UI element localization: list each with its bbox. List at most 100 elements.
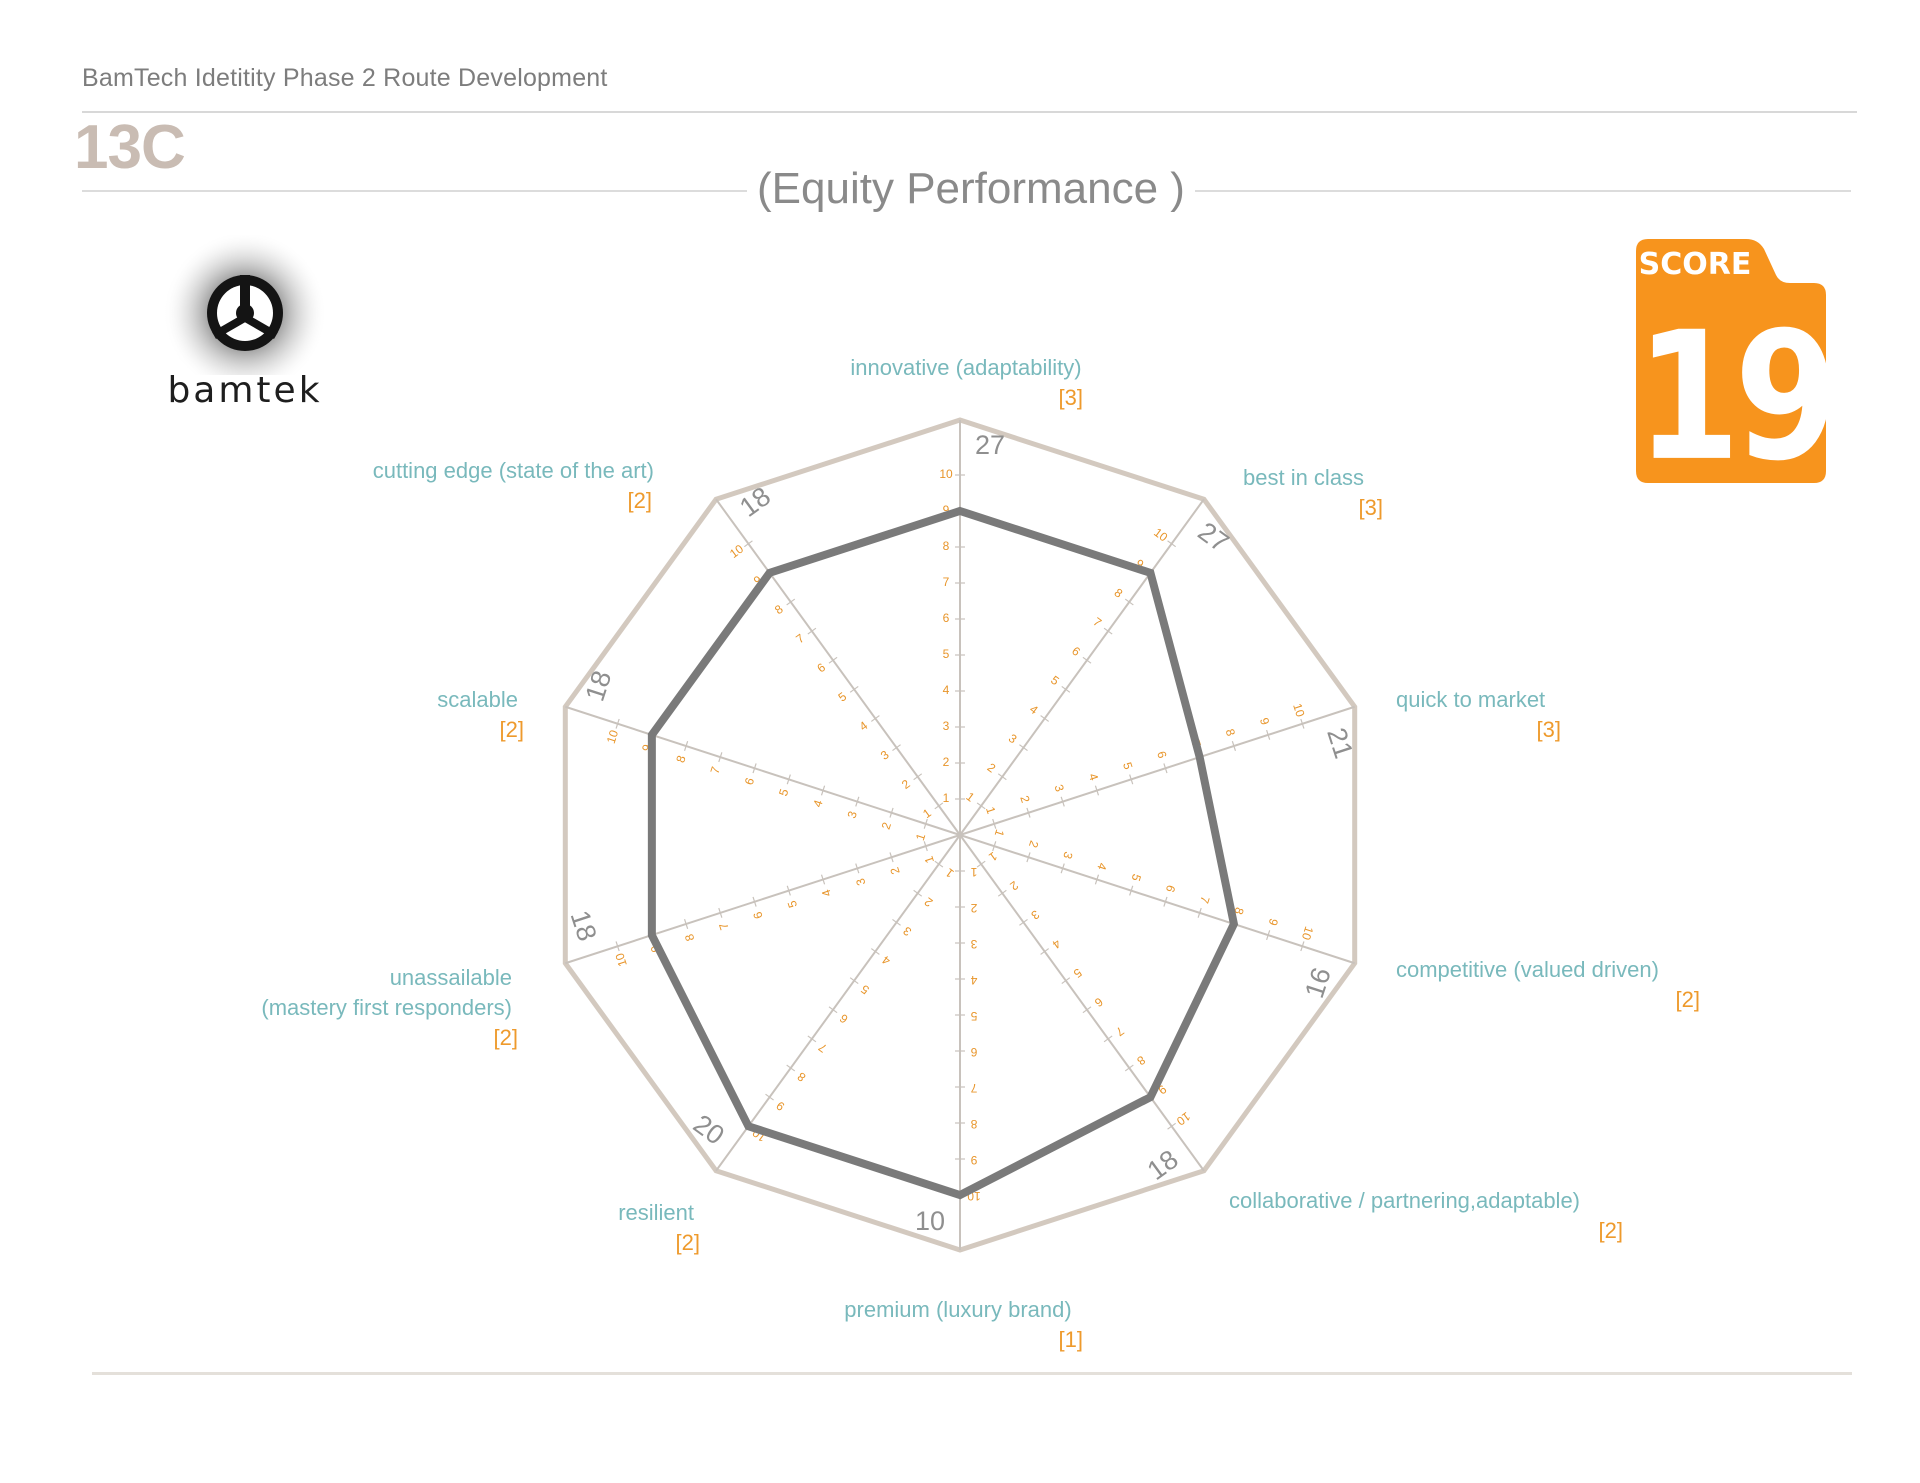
radar-tick	[1167, 540, 1177, 548]
radar-tick-label: 8	[1112, 585, 1126, 600]
radar-tick-label: 7	[943, 575, 950, 589]
radar-tick	[807, 627, 817, 635]
radar-tick-label: 4	[1094, 861, 1109, 872]
radar-tick-label: 3	[844, 809, 859, 820]
radar-tick	[1167, 1122, 1177, 1130]
radar-tick	[615, 718, 620, 729]
header-divider	[82, 111, 1857, 113]
radar-tick-label: 6	[742, 776, 757, 787]
radar-tick	[1129, 774, 1134, 785]
axis-weight: [3]	[1359, 495, 1383, 520]
axis-label: resilient	[618, 1200, 694, 1225]
axis-label: unassailable	[390, 965, 512, 990]
radar-spoke	[715, 498, 961, 836]
radar-tick-label: 10	[1299, 925, 1317, 942]
radar-tick-label: 2	[1026, 839, 1041, 850]
radar-tick-label: 4	[1027, 702, 1041, 717]
radar-tick	[855, 863, 860, 874]
axis-weight: [2]	[1676, 987, 1700, 1012]
radar-tick-label: 1	[920, 806, 934, 821]
radar-tick	[743, 540, 753, 548]
axis-total: 18	[580, 667, 618, 705]
radar-tick-label: 4	[943, 683, 950, 697]
radar-tick-label: 7	[716, 921, 731, 932]
radar-tick-label: 7	[816, 1040, 830, 1055]
radar-tick-label: 3	[1028, 907, 1042, 922]
radar-tick-label: 1	[922, 854, 937, 865]
radar-tick	[1026, 807, 1031, 818]
radar-tick-label: 1	[992, 828, 1007, 839]
radar-tick-label: 6	[837, 1011, 851, 1026]
radar-tick	[913, 773, 923, 781]
radar-tick	[718, 752, 723, 763]
radar-tick-label: 3	[878, 747, 892, 762]
axis-total: 27	[975, 430, 1005, 460]
radar-tick	[752, 763, 757, 774]
radar-tick-label: 4	[879, 953, 893, 968]
radar-tick	[892, 744, 901, 752]
radar-tick	[820, 785, 826, 796]
radar-tick-label: 2	[899, 776, 913, 791]
radar-tick	[828, 1006, 838, 1014]
axis-label: innovative (adaptability)	[850, 355, 1081, 380]
axis-label: competitive (valued driven)	[1396, 957, 1659, 982]
radar-tick-label: 9	[943, 503, 950, 517]
axis-weight: [2]	[500, 717, 524, 742]
radar-tick	[1094, 874, 1100, 885]
radar-tick-label: 9	[970, 1153, 977, 1167]
axis-label: scalable	[437, 687, 518, 712]
radar-tick-label: 10	[939, 467, 953, 481]
radar-tick	[683, 919, 689, 929]
radar-tick-label: 3	[900, 923, 914, 938]
radar-tick-label: 1	[986, 849, 1000, 864]
radar-tick	[786, 774, 791, 785]
radar-tick-label: 5	[1071, 965, 1085, 980]
axis-total: 10	[915, 1206, 945, 1236]
radar-tick-label: 3	[1060, 850, 1075, 861]
radar-tick-label: 6	[1069, 644, 1083, 659]
radar-tick-label: 10	[1151, 525, 1170, 544]
radar-tick-label: 1	[970, 865, 977, 879]
radar-tick	[992, 841, 997, 852]
title-divider-left	[82, 190, 747, 192]
axis-label: cutting edge (state of the art)	[373, 458, 654, 483]
radar-tick	[786, 1064, 796, 1072]
section-title: (Equity Performance )	[757, 164, 1185, 213]
radar-tick-label: 1	[943, 791, 950, 805]
radar-tick-label: 6	[943, 611, 950, 625]
footer-divider	[92, 1372, 1852, 1375]
radar-tick-label: 5	[785, 899, 800, 910]
radar-tick	[889, 852, 894, 863]
bamtek-logo: bamtek	[140, 231, 350, 415]
axis-weight: [3]	[1059, 385, 1083, 410]
axis-label: premium (luxury brand)	[844, 1297, 1071, 1322]
axis-label: best in class	[1243, 465, 1364, 490]
radar-tick-label: 4	[819, 887, 834, 898]
radar-spoke	[959, 498, 1205, 836]
radar-tick	[1103, 627, 1113, 635]
radar-tick	[1124, 598, 1134, 606]
radar-tick	[1300, 718, 1305, 729]
radar-tick	[1060, 796, 1065, 807]
radar-tick-label: 8	[794, 1069, 808, 1084]
radar-tick-label: 4	[810, 798, 825, 809]
radar-tick-label: 1	[983, 805, 998, 816]
radar-tick	[820, 874, 826, 885]
radar-tick	[786, 885, 791, 896]
radar-tick-label: 5	[1129, 872, 1144, 883]
bamtek-tri-spoke-icon	[163, 231, 327, 395]
axis-weight: [2]	[494, 1025, 518, 1050]
radar-tick	[923, 818, 928, 829]
radar-tick-label: 3	[1051, 783, 1066, 794]
radar-tick	[615, 941, 620, 952]
radar-tick	[828, 656, 838, 664]
radar-tick	[934, 802, 944, 810]
radar-tick-label: 3	[943, 719, 950, 733]
radar-tick	[855, 796, 860, 807]
radar-tick	[1103, 1035, 1113, 1043]
radar-tick-label: 10	[604, 728, 622, 745]
radar-tick-label: 4	[970, 973, 977, 987]
radar-tick	[1163, 896, 1168, 907]
radar-data-polygon	[647, 506, 1239, 1200]
